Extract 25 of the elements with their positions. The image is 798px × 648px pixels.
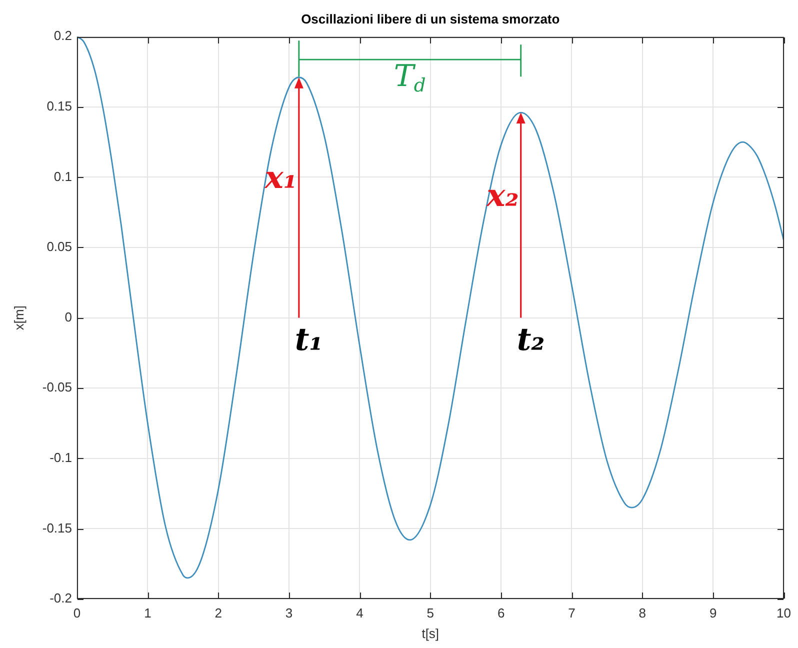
y-tick-label: -0.2 [50,590,72,606]
x-tick-label: 5 [426,605,434,620]
x-tick-label: 4 [356,605,364,620]
y-tick-label: 0.1 [54,168,72,184]
x-axis-title: t[s] [422,626,440,641]
y-tick-label: 0.15 [46,98,72,114]
x-tick-label: 7 [568,605,576,620]
y-tick-label: -0.1 [50,450,72,465]
y-tick-label: 0 [64,309,72,324]
y-tick-label: 0.05 [46,239,72,254]
x-tick-label: 10 [776,605,792,620]
x-tick-label: 3 [285,605,293,620]
x-tick-label: 9 [709,605,717,620]
x-tick-label: 8 [638,605,646,620]
y-tick-label: 0.2 [54,28,72,44]
x-tick-label: 1 [144,605,152,620]
x-tick-label: 2 [214,605,222,620]
y-tick-label: -0.05 [42,380,72,395]
y-tick-label: -0.15 [42,520,72,536]
annotation: T$_{d}$ [394,59,426,97]
y-axis-title: x[m] [11,306,26,330]
annotation: t₁ [294,322,323,358]
x-tick-label: 6 [497,605,505,620]
annotation: t₂ [516,322,545,358]
chart-title: Oscillazioni libere di un sistema smorzato [301,11,560,26]
